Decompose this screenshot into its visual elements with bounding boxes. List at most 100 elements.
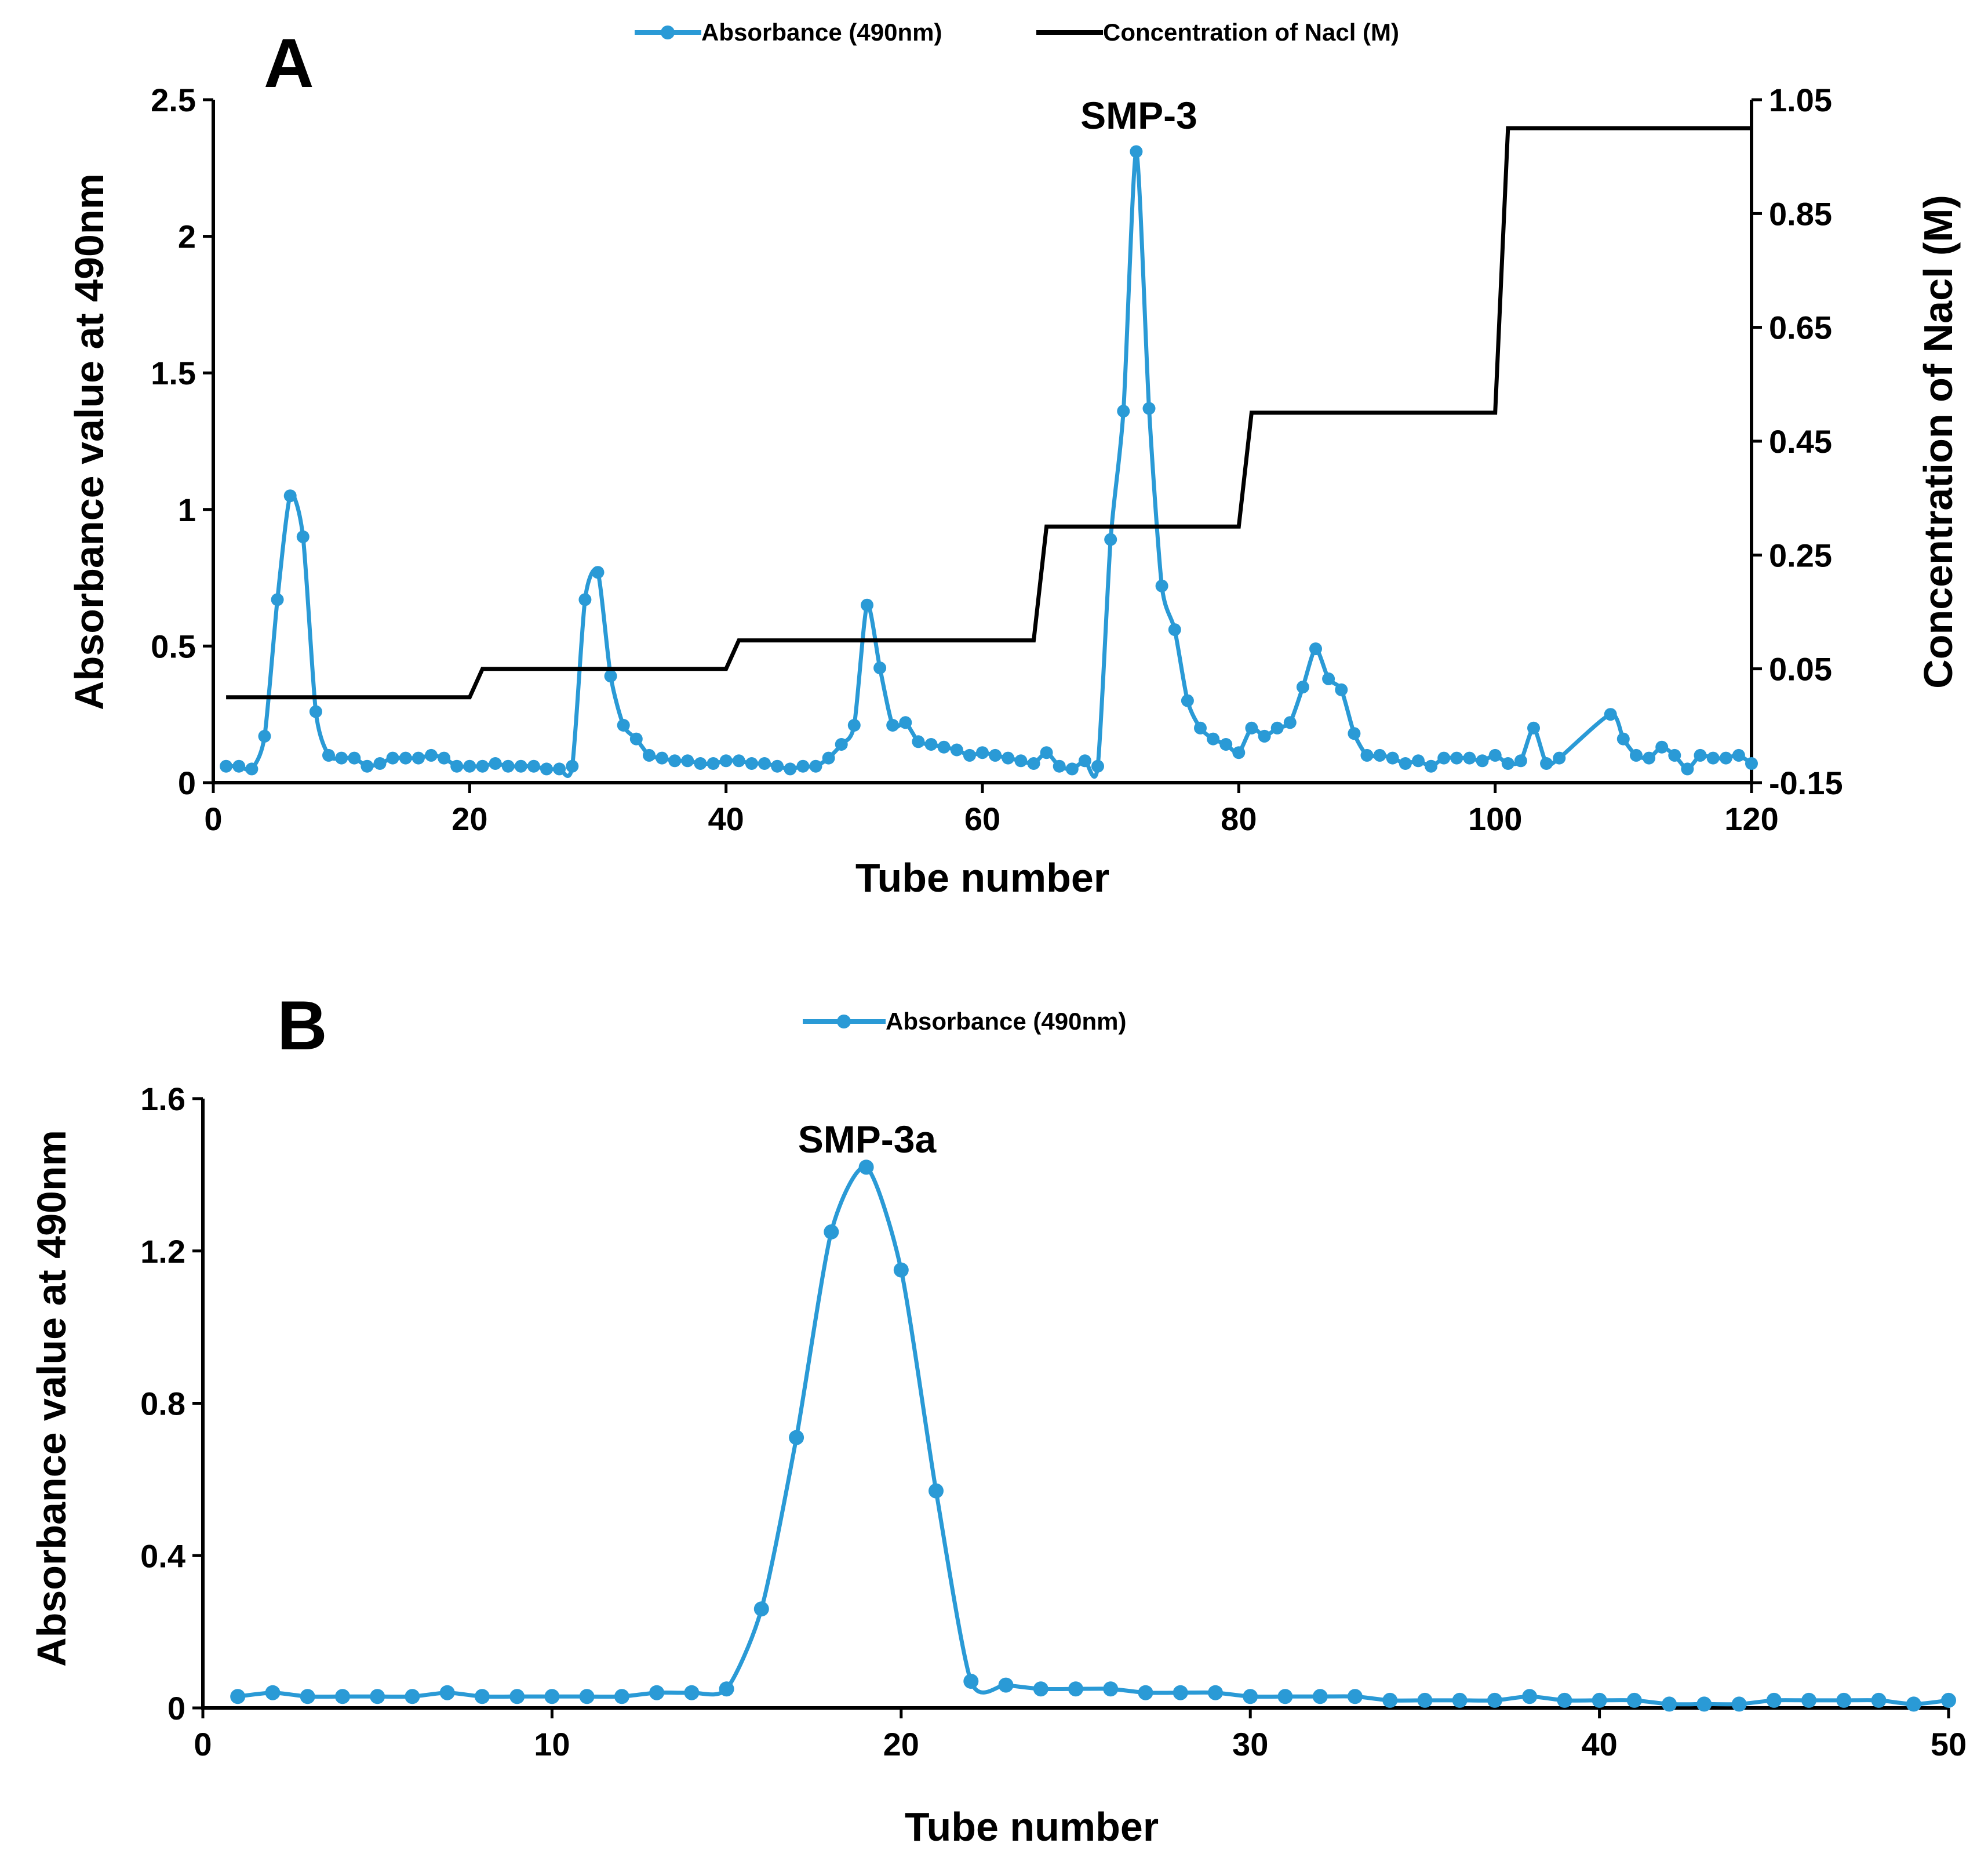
y-tick-label: 2 (178, 219, 196, 255)
panel-b-y-ticks: 0 0.4 0.8 1.2 1.6 (140, 1081, 203, 1726)
y-tick-label: 1.2 (140, 1233, 185, 1270)
data-point (489, 757, 502, 770)
data-point (509, 1689, 525, 1704)
data-point (1941, 1692, 1956, 1708)
panel-a-y-ticks: 0 0.5 1 1.5 2 2.5 (151, 82, 213, 801)
data-point (1027, 757, 1040, 770)
x-tick-label: 0 (194, 1726, 212, 1762)
data-point (1360, 748, 1374, 762)
data-point (1309, 642, 1322, 656)
data-point (649, 1685, 665, 1700)
data-point (1706, 751, 1720, 765)
y2-tick-label: 0.25 (1769, 537, 1832, 573)
panel-a-legend: Absorbance (490nm) Concentration of Nacl… (635, 19, 1399, 46)
data-point (591, 566, 605, 579)
data-point (629, 732, 643, 746)
panel-a-chart: A Absorbance (490nm) Concentration of Na… (67, 19, 1961, 900)
data-point (924, 738, 938, 751)
data-point (899, 716, 912, 729)
data-point (1322, 672, 1335, 685)
data-point (1168, 623, 1181, 637)
data-point (668, 754, 682, 768)
data-point (643, 748, 656, 762)
peak-label-smp-3: SMP-3 (1080, 94, 1197, 137)
y2-tick-label: 0.65 (1769, 310, 1832, 346)
data-point (1130, 145, 1143, 158)
data-point (1382, 1692, 1398, 1708)
data-point (1245, 721, 1258, 735)
data-point (1104, 533, 1117, 546)
data-point (732, 754, 745, 768)
data-point (1065, 762, 1079, 776)
data-point (789, 1430, 804, 1445)
data-point (1155, 579, 1168, 593)
data-point (1033, 1681, 1048, 1697)
data-point (271, 593, 284, 606)
data-point (1078, 754, 1091, 768)
data-point (439, 1685, 455, 1700)
data-point (707, 757, 720, 770)
y-tick-label: 2.5 (151, 82, 196, 118)
data-point (1540, 757, 1553, 770)
data-point (822, 751, 835, 765)
data-point (1553, 751, 1566, 765)
x-tick-label: 20 (452, 801, 487, 837)
data-point (719, 1681, 734, 1697)
panel-a-y2-ticks: -0.15 0.05 0.25 0.45 0.65 0.85 1.05 (1752, 82, 1843, 801)
data-point (1142, 402, 1156, 415)
y-tick-label: 0.8 (140, 1386, 185, 1422)
data-point (753, 1601, 769, 1617)
y-tick-label: 1 (178, 492, 196, 528)
data-point (1766, 1692, 1782, 1708)
data-point (463, 759, 476, 773)
data-point (514, 759, 527, 773)
data-point (614, 1689, 629, 1704)
data-point (1731, 1696, 1747, 1712)
data-point (1643, 751, 1656, 765)
data-point (1452, 1692, 1468, 1708)
data-point (283, 489, 297, 503)
data-point (501, 759, 515, 773)
data-point (963, 748, 976, 762)
data-point (309, 705, 322, 718)
data-point (684, 1685, 700, 1700)
data-point (370, 1689, 385, 1704)
data-point (745, 757, 758, 770)
data-point (1219, 738, 1233, 751)
data-point (1696, 1696, 1712, 1712)
data-point (1270, 721, 1284, 735)
data-point (245, 762, 258, 776)
data-point (1681, 762, 1694, 776)
data-point (300, 1689, 315, 1704)
x-tick-label: 10 (534, 1726, 570, 1762)
data-point (893, 1262, 909, 1278)
data-point (1208, 1685, 1223, 1700)
series-line-absorbance (237, 1165, 1949, 1707)
y2-tick-label: -0.15 (1769, 765, 1843, 801)
data-point (1068, 1681, 1083, 1697)
data-point (476, 759, 489, 773)
data-point (1181, 694, 1194, 707)
y-tick-label: 0 (178, 765, 196, 801)
data-point (989, 748, 1002, 762)
data-point (1527, 721, 1540, 735)
data-point (886, 719, 900, 732)
data-point (681, 754, 694, 768)
data-point (1694, 748, 1707, 762)
data-point (335, 1689, 350, 1704)
series-line-absorbance (226, 149, 1753, 779)
data-point (873, 661, 887, 675)
data-point (1232, 746, 1246, 759)
data-point (1417, 1692, 1433, 1708)
data-point (405, 1689, 420, 1704)
data-point (1103, 1681, 1119, 1697)
data-point (937, 740, 951, 754)
data-point (604, 670, 617, 683)
data-point (912, 735, 925, 748)
data-point (1522, 1689, 1538, 1704)
data-point (861, 598, 873, 612)
y2-tick-label: 0.05 (1769, 651, 1832, 688)
panel-a-y2-axis-title: Concentration of Nacl (M) (1916, 195, 1961, 689)
data-point (1592, 1692, 1607, 1708)
